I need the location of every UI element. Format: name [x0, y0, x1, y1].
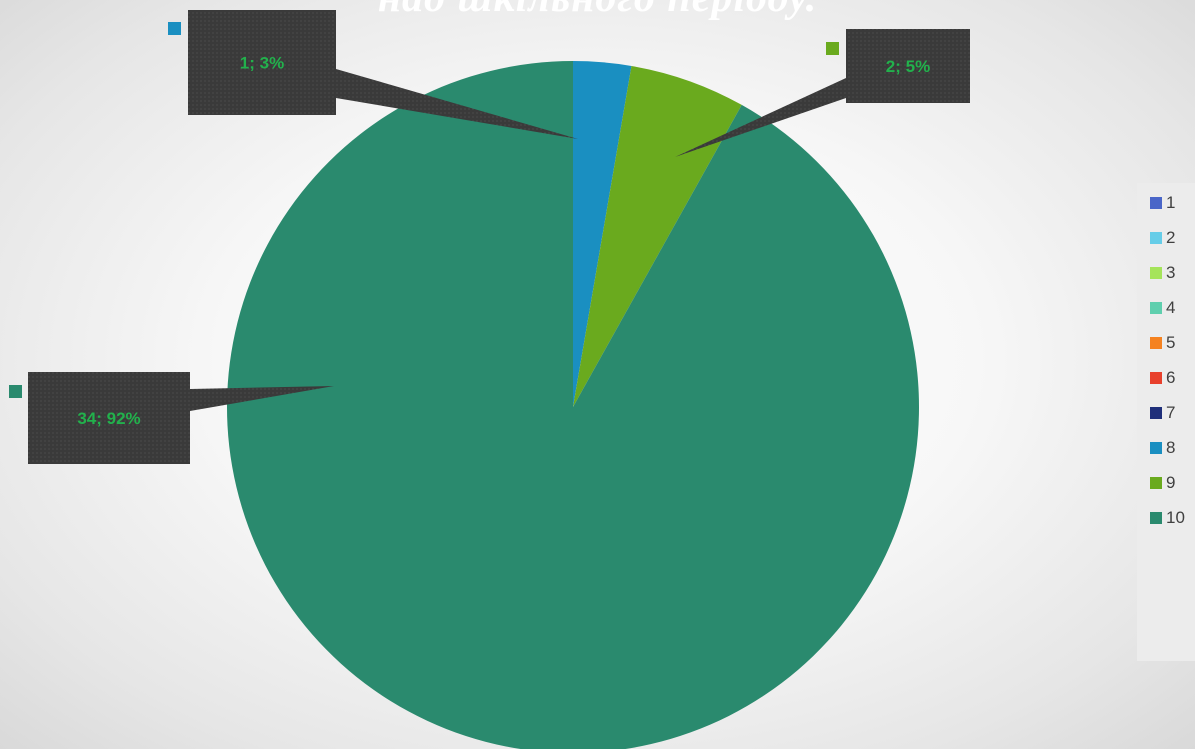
legend-swatch — [1150, 337, 1162, 349]
callout-legend-key — [9, 385, 22, 398]
data-label-8: 1; 3% — [168, 10, 578, 139]
legend-label: 10 — [1166, 508, 1185, 527]
legend-swatch — [1150, 302, 1162, 314]
legend-swatch — [1150, 442, 1162, 454]
legend-item-7: 7 — [1150, 403, 1175, 423]
legend-label: 2 — [1166, 228, 1176, 247]
legend-swatch — [1150, 512, 1162, 524]
legend-item-8: 8 — [1150, 438, 1175, 458]
data-label-text: 2; 5% — [886, 57, 930, 76]
chart-title: над шкільного періоду. — [0, 0, 1195, 22]
legend-item-9: 9 — [1150, 473, 1175, 493]
legend-swatch — [1150, 232, 1162, 244]
legend-swatch — [1150, 267, 1162, 279]
data-label-text: 1; 3% — [240, 54, 284, 73]
legend-label: 7 — [1166, 403, 1176, 422]
legend-label: 9 — [1166, 473, 1176, 492]
callout-pointer — [190, 386, 334, 411]
legend-label: 4 — [1166, 298, 1176, 317]
legend-swatch — [1150, 197, 1162, 209]
callout-box — [28, 372, 190, 464]
pie-slice-8 — [573, 61, 632, 407]
legend-item-6: 6 — [1150, 368, 1175, 388]
pie-slice-10 — [227, 61, 919, 749]
legend-item-1: 1 — [1150, 193, 1175, 213]
chart-legend: 1 2 3 4 5 6 7 8 9 10 — [1137, 183, 1195, 661]
callout-box — [188, 10, 336, 115]
callout-legend-key — [826, 42, 839, 55]
callout-box — [846, 29, 970, 103]
legend-item-4: 4 — [1150, 298, 1175, 318]
legend-swatch — [1150, 372, 1162, 384]
legend-item-3: 3 — [1150, 263, 1175, 283]
legend-item-10: 10 — [1150, 508, 1185, 528]
legend-label: 1 — [1166, 193, 1176, 212]
data-label-10: 34; 92% — [9, 372, 334, 464]
pie-slice-9 — [573, 65, 742, 407]
legend-label: 8 — [1166, 438, 1176, 457]
legend-swatch — [1150, 407, 1162, 419]
callout-pointer — [336, 69, 578, 139]
legend-item-2: 2 — [1150, 228, 1175, 248]
legend-label: 3 — [1166, 263, 1176, 282]
legend-item-5: 5 — [1150, 333, 1175, 353]
callout-legend-key — [168, 22, 181, 35]
legend-label: 5 — [1166, 333, 1176, 352]
data-label-text: 34; 92% — [77, 409, 140, 428]
legend-label: 6 — [1166, 368, 1176, 387]
callout-pointer — [675, 78, 846, 157]
data-label-9: 2; 5% — [675, 29, 970, 157]
legend-swatch — [1150, 477, 1162, 489]
